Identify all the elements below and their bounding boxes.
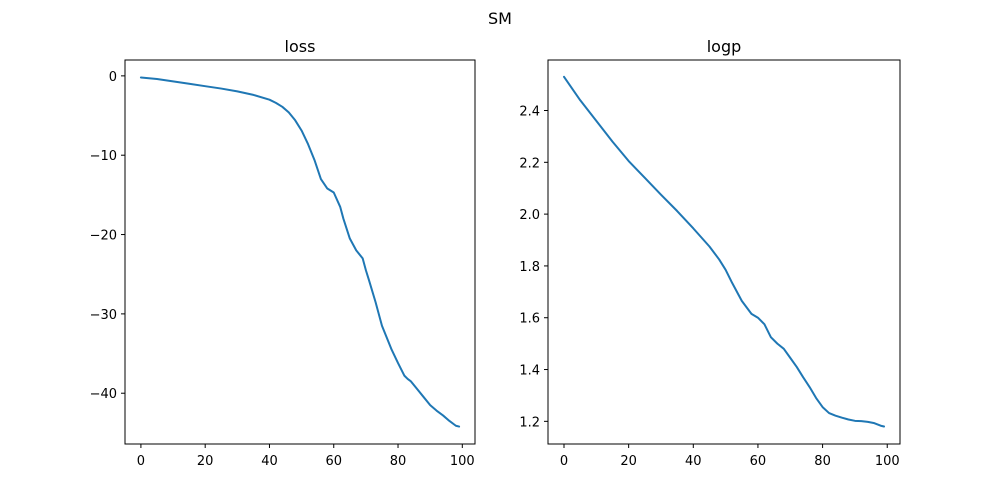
x-tick-label: 80 — [814, 454, 831, 469]
logp-panel: 0 20 40 60 80 100 1.2 1.4 1.6 1.8 2.0 2.2 2.4 logp — [519, 37, 901, 469]
y-tick-label: 1.8 — [519, 260, 540, 275]
x-tick-label: 80 — [390, 454, 407, 469]
series-line-0 — [139, 76, 461, 428]
y-tick-label: 2.2 — [519, 156, 540, 171]
y-tick-label: −40 — [90, 387, 117, 402]
x-tick-label: 40 — [261, 454, 278, 469]
axes-frame — [547, 59, 901, 445]
x-tick-label: 20 — [620, 454, 637, 469]
x-tick-label: 100 — [875, 454, 900, 469]
y-tick-label: 0 — [109, 70, 117, 85]
loss-panel: 0 20 40 60 80 100 0 −10 −20 −30 −40 loss — [90, 37, 476, 469]
y-tick-label: −20 — [90, 229, 117, 244]
y-tick-label: −10 — [90, 149, 117, 164]
x-tick-label: 40 — [685, 454, 702, 469]
x-tick-label: 0 — [560, 454, 568, 469]
y-tick-label: 2.0 — [519, 208, 540, 223]
x-tick-label: 0 — [137, 454, 145, 469]
axes-frame — [124, 59, 476, 445]
x-tick-label: 100 — [450, 454, 475, 469]
panel-title: logp — [707, 37, 742, 56]
y-tick-label: 1.4 — [519, 364, 540, 379]
figure-title: SM — [488, 9, 512, 28]
y-tick-label: 1.6 — [519, 312, 540, 327]
y-tick-label: 2.4 — [519, 105, 540, 120]
y-tick-label: 1.2 — [519, 415, 540, 430]
panel-title: loss — [285, 37, 316, 56]
x-tick-label: 20 — [197, 454, 214, 469]
y-tick-label: −30 — [90, 308, 117, 323]
x-tick-label: 60 — [325, 454, 342, 469]
series-line-0 — [563, 75, 885, 428]
x-tick-label: 60 — [750, 454, 767, 469]
